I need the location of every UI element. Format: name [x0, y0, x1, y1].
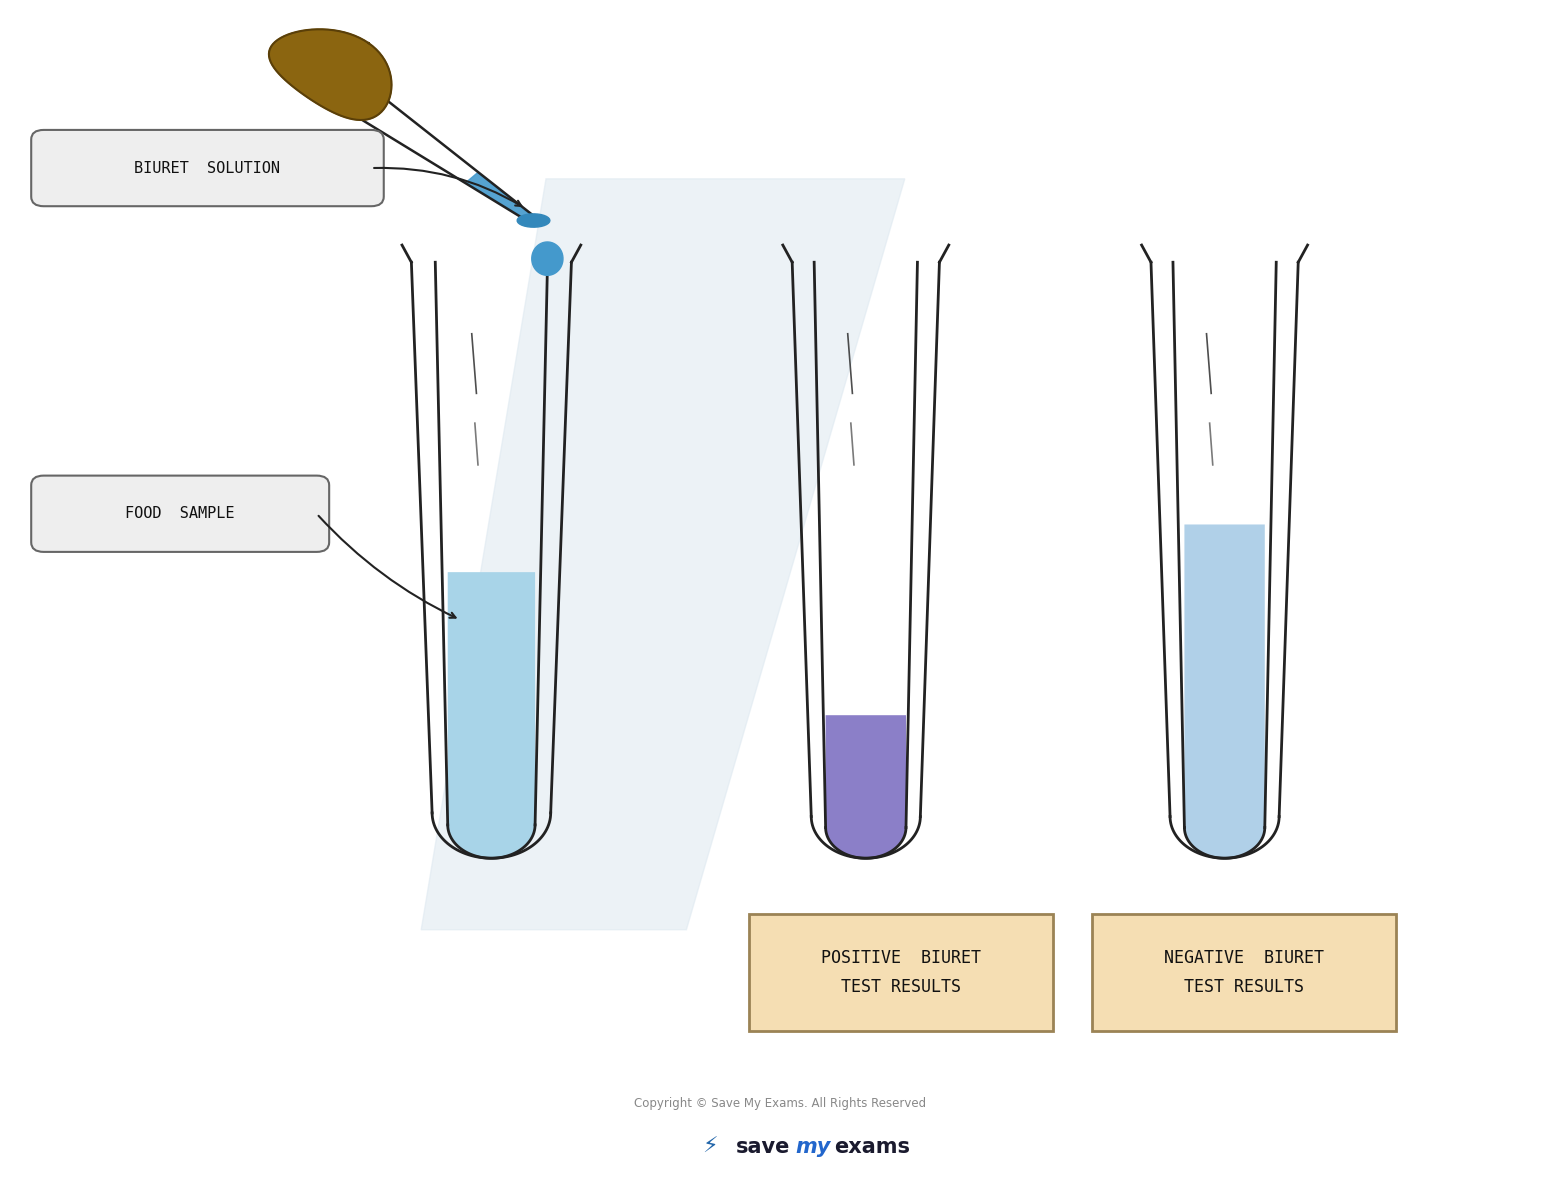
Polygon shape: [532, 242, 563, 275]
Text: NEGATIVE  BIURET
TEST RESULTS: NEGATIVE BIURET TEST RESULTS: [1164, 949, 1324, 997]
Polygon shape: [518, 213, 551, 228]
Polygon shape: [421, 179, 905, 930]
Text: my: my: [796, 1137, 831, 1156]
Text: POSITIVE  BIURET
TEST RESULTS: POSITIVE BIURET TEST RESULTS: [821, 949, 981, 997]
Text: ⚡: ⚡: [702, 1137, 718, 1156]
FancyBboxPatch shape: [31, 476, 329, 552]
FancyBboxPatch shape: [1092, 914, 1396, 1031]
Text: exams: exams: [835, 1137, 911, 1156]
FancyBboxPatch shape: [31, 130, 384, 206]
Polygon shape: [448, 572, 535, 858]
Polygon shape: [1184, 524, 1265, 858]
Polygon shape: [268, 30, 392, 120]
Text: BIURET  SOLUTION: BIURET SOLUTION: [134, 161, 281, 175]
Text: Copyright © Save My Exams. All Rights Reserved: Copyright © Save My Exams. All Rights Re…: [633, 1098, 927, 1110]
Polygon shape: [825, 715, 906, 858]
Polygon shape: [466, 173, 535, 223]
Text: save: save: [736, 1137, 791, 1156]
Text: FOOD  SAMPLE: FOOD SAMPLE: [125, 507, 236, 521]
FancyBboxPatch shape: [749, 914, 1053, 1031]
